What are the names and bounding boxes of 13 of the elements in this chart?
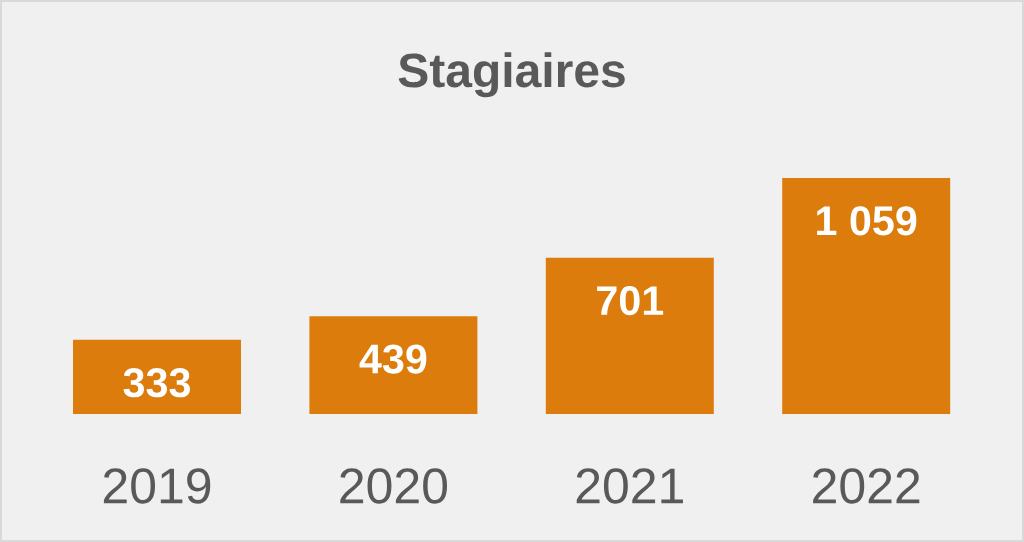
data-label: 1 059 xyxy=(817,206,917,236)
bar xyxy=(545,257,714,414)
bar xyxy=(782,177,951,414)
bar xyxy=(73,339,242,414)
data-label: 701 xyxy=(597,286,664,316)
chart-title: Stagiaires xyxy=(398,52,625,98)
x-tick-label: 2020 xyxy=(340,468,448,504)
data-label: 333 xyxy=(123,368,190,398)
x-tick-label: 2019 xyxy=(103,468,211,504)
x-tick-label: 2022 xyxy=(813,468,920,504)
bar xyxy=(309,316,478,414)
x-tick-label: 2021 xyxy=(576,468,683,504)
data-label: 439 xyxy=(359,344,427,374)
